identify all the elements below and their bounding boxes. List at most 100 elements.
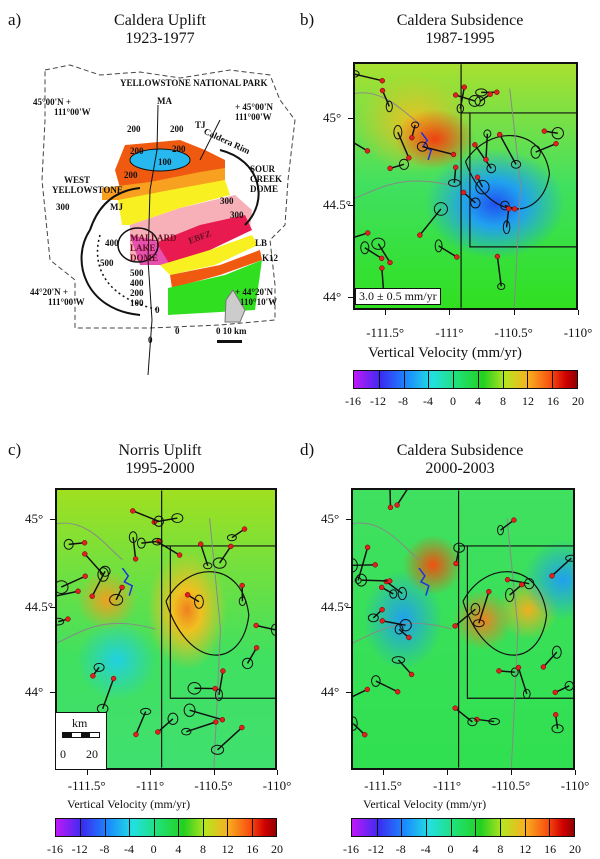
error-ellipse	[510, 667, 519, 677]
colorbar-title: Vertical Velocity (mm/yr)	[368, 345, 522, 361]
lat-tick-label: 44°	[25, 684, 44, 699]
lake	[121, 567, 134, 596]
sour-creek-dome-label: SOUR CREEK DOME	[250, 164, 282, 194]
gps-station	[239, 582, 245, 589]
panel-d-label: d)	[300, 440, 315, 459]
colorbar-divider	[524, 819, 526, 836]
gps-station	[494, 253, 501, 260]
velocity-arrow	[218, 670, 224, 695]
tick-mark	[50, 692, 55, 693]
error-ellipse	[447, 178, 461, 187]
colorbar-divider	[527, 371, 529, 388]
gps-station	[515, 664, 522, 671]
contour-label: 200	[130, 288, 144, 298]
gps-station	[460, 189, 467, 196]
gps-station	[552, 712, 559, 718]
colorbar-divider	[450, 819, 452, 836]
lat-tick-label: 44.5°	[321, 599, 349, 614]
label-line: SOUR	[250, 164, 276, 174]
station-k12: K12	[262, 253, 279, 263]
gps-station	[90, 673, 96, 679]
gps-station	[75, 588, 81, 594]
colorbar-tick-label: 8	[497, 842, 504, 856]
error-ellipse	[210, 744, 225, 755]
error-ellipse	[551, 724, 564, 734]
velocity-arrow	[500, 519, 515, 531]
velocity-map	[351, 488, 575, 770]
colorbar-tick-label: 12	[522, 394, 534, 408]
gps-station	[504, 576, 511, 583]
error-ellipse	[416, 141, 428, 152]
caldera-outline	[464, 135, 551, 210]
scale-bar	[62, 732, 100, 738]
vector-scale-legend: 3.0 ± 0.5 mm/yr	[355, 288, 441, 305]
sw-lon: 111°00'W	[48, 297, 85, 307]
velocity-arrow	[438, 245, 458, 258]
error-ellipse	[385, 100, 393, 113]
error-ellipse	[151, 537, 163, 546]
gps-station	[453, 560, 459, 567]
nw-lat: 45°00'N +	[33, 97, 71, 107]
velocity-arrow	[57, 590, 79, 597]
error-ellipse	[93, 662, 105, 672]
error-ellipse	[270, 623, 275, 636]
gps-station	[387, 259, 393, 266]
lon-tick-label: -111°	[432, 778, 462, 793]
error-ellipse	[475, 179, 490, 195]
contour-label: 300	[56, 202, 70, 212]
panel-a-title: Caldera Uplift 1923-1977	[40, 12, 280, 48]
scale-unit: km	[72, 716, 88, 730]
title-line: Norris Uplift	[118, 442, 202, 459]
gps-station	[452, 92, 459, 98]
velocity-arrow	[455, 94, 475, 102]
colorbar-divider	[378, 371, 380, 388]
velocity-arrow	[364, 247, 383, 259]
tick-mark	[511, 770, 512, 775]
velocity-arrow	[377, 243, 391, 263]
velocity-arrow	[141, 540, 159, 544]
velocity-arrow	[156, 541, 180, 556]
velocity-arrow	[499, 134, 517, 165]
contour-label: 100	[130, 298, 144, 308]
colorbar-tick-label: -8	[99, 842, 110, 856]
gps-station	[452, 623, 458, 629]
gps-station	[379, 265, 385, 271]
gps-station	[213, 719, 219, 725]
gps-station	[364, 686, 371, 693]
contour-label: 200	[170, 124, 184, 134]
error-ellipse	[371, 675, 381, 687]
gps-station	[132, 556, 139, 562]
error-ellipse	[241, 657, 254, 670]
gps-station	[372, 562, 378, 568]
error-ellipse	[474, 96, 486, 107]
colorbar-divider	[403, 371, 405, 388]
river	[353, 518, 519, 768]
error-ellipse	[137, 537, 146, 549]
gps-station	[133, 731, 139, 738]
colorbar-tick-label: -4	[423, 394, 433, 408]
colorbar-divider	[227, 819, 229, 836]
gps-station	[496, 668, 502, 674]
tick-mark	[86, 770, 88, 775]
error-ellipse	[355, 69, 360, 78]
station-lb: LB	[255, 238, 268, 248]
gps-station	[82, 573, 88, 579]
gps-station	[212, 685, 218, 692]
gps-station	[408, 671, 415, 678]
error-ellipse	[153, 515, 165, 527]
colorbar-divider	[153, 819, 155, 836]
error-ellipse	[475, 88, 488, 97]
label-line: DOME	[130, 253, 158, 263]
velocity-arrow	[355, 142, 368, 152]
error-ellipse	[434, 239, 443, 253]
colorbar-tick-label: -16	[47, 842, 63, 856]
gps-station	[394, 502, 400, 508]
gps-station	[496, 131, 503, 138]
error-ellipse	[171, 513, 184, 524]
gps-station	[519, 581, 525, 588]
velocity-colorbar	[353, 370, 578, 389]
error-ellipse	[497, 524, 504, 536]
contour-label: 400	[130, 278, 144, 288]
velocity-arrow	[255, 624, 275, 631]
error-ellipse	[238, 596, 247, 607]
